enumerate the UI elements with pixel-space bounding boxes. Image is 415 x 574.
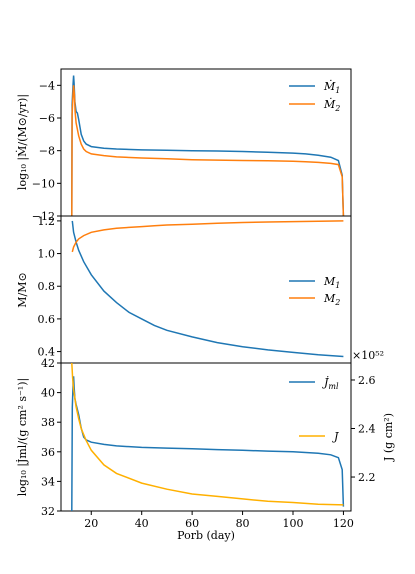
panel-bottom-angular-momentum: 42 40 38 36 34 32 2.6 2.4 2.2 20 40 60 80 100 120 J̇…: [16, 349, 395, 542]
legend-label-mdot2: Ṁ2: [323, 97, 340, 113]
y-tick-label: 34: [41, 475, 55, 488]
series-line-2-1: [71, 362, 344, 506]
bottom-right-y-ticks: 2.6 2.4 2.2: [351, 374, 376, 484]
y-tick-label: −12: [32, 210, 55, 223]
y2-tick-label: 2.2: [358, 471, 376, 484]
top-legend: Ṁ1 Ṁ2: [289, 79, 340, 113]
bottom-series-lines: [71, 362, 345, 512]
legend-label-j: J: [332, 430, 339, 443]
x-tick-label: 100: [283, 517, 304, 530]
legend-label-m2: M2: [323, 292, 340, 307]
y-tick-label: −10: [32, 177, 55, 190]
bottom-y-axis-label: log₁₀ |J̇ml/(g cm² s⁻¹)|: [16, 378, 30, 496]
x-tick-label: 20: [84, 517, 98, 530]
series-line-1-0: [71, 220, 344, 358]
series-line-0-0: [71, 75, 345, 217]
y2-tick-label: 2.6: [358, 374, 376, 387]
bottom-y-ticks: 42 40 38 36 34 32: [41, 357, 61, 518]
x-tick-label: 120: [333, 517, 354, 530]
top-series-lines: [71, 75, 345, 217]
bottom-x-ticks: 20 40 60 80 100 120: [84, 511, 354, 530]
x-tick-label: 80: [236, 517, 250, 530]
y-tick-label: 40: [41, 387, 55, 400]
y-tick-label: 42: [41, 357, 55, 370]
y2-tick-label: 2.4: [358, 423, 376, 436]
y-tick-label: 32: [41, 505, 55, 518]
series-line-1-1: [71, 220, 344, 253]
legend-label-m1: M1: [323, 275, 340, 290]
panel-middle-masses: 1.2 1.0 0.8 0.6 0.4 M1 M2 M/M⊙: [16, 215, 352, 364]
bottom-right-y-axis-label: J (g cm²): [382, 413, 395, 462]
panel-top-frame: [60, 68, 352, 217]
middle-y-axis-label: M/M⊙: [16, 272, 29, 307]
legend-label-jdot: J̇ml: [322, 376, 339, 391]
panel-bottom-frame: [60, 362, 352, 512]
y-tick-label: 0.4: [38, 346, 56, 359]
middle-y-ticks: 1.2 1.0 0.8 0.6 0.4: [38, 215, 61, 359]
middle-series-lines: [71, 220, 344, 358]
x-tick-label: 60: [185, 517, 199, 530]
panel-middle-frame: [60, 215, 352, 364]
legend-label-mdot1: Ṁ1: [323, 79, 340, 95]
y-tick-label: −4: [39, 79, 55, 92]
y-tick-label: 1.2: [38, 215, 56, 228]
top-y-axis-label: log₁₀ |Ṁ/(M⊙/yr)|: [15, 94, 30, 190]
x-axis-label: Porb (day): [177, 529, 235, 542]
middle-legend: M1 M2: [289, 275, 340, 307]
series-line-0-1: [71, 85, 345, 217]
x-tick-label: 40: [135, 517, 149, 530]
top-y-ticks: −4 −6 −8 −10 −12: [32, 79, 61, 223]
panel-top-mass-transfer-rate: −4 −6 −8 −10 −12 Ṁ1 Ṁ2 log₁₀ |Ṁ/(M⊙/yr)|: [15, 68, 352, 223]
series-line-2-0: [71, 376, 345, 512]
y-tick-label: 1.0: [38, 248, 56, 261]
y-tick-label: 0.8: [38, 280, 56, 293]
y-tick-label: 0.6: [38, 313, 56, 326]
bottom-legend: J̇ml J: [289, 376, 339, 443]
y-tick-label: 38: [41, 416, 55, 429]
y-tick-label: 36: [41, 446, 55, 459]
y-tick-label: −8: [39, 145, 55, 158]
right-axis-offset-label: ×10⁵²: [352, 349, 384, 362]
y-tick-label: −6: [39, 112, 55, 125]
